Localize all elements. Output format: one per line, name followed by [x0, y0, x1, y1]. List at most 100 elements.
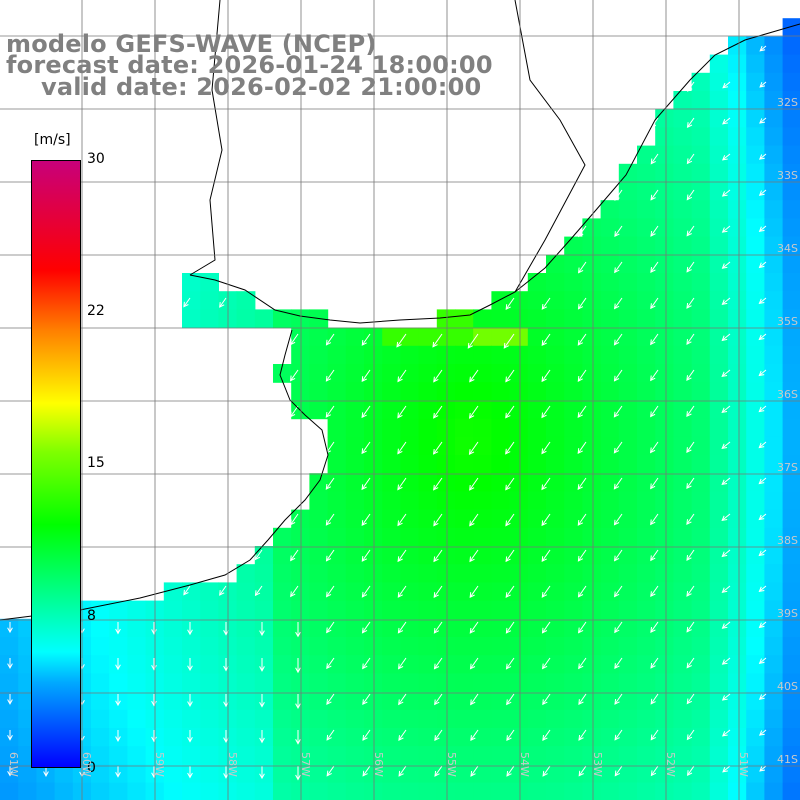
wind-arrow: [541, 369, 551, 383]
wind-cell: [418, 327, 438, 347]
wind-cell: [764, 364, 784, 383]
wind-cell: [600, 728, 620, 747]
wind-arrow: [398, 657, 407, 670]
wind-arrow: [686, 405, 695, 418]
wind-arrow: [295, 730, 301, 745]
wind-cell: [691, 782, 711, 800]
wind-cell: [600, 200, 620, 219]
wind-arrow: [183, 585, 191, 596]
wind-cell: [655, 200, 674, 219]
wind-cell: [400, 455, 420, 474]
wind-cell: [618, 236, 638, 256]
wind-cell: [728, 746, 747, 765]
wind-cell: [345, 782, 365, 800]
wind-cell: [400, 655, 420, 674]
wind-arrow: [362, 765, 371, 777]
wind-arrow: [650, 369, 659, 382]
wind-arrow: [758, 225, 767, 232]
wind-cell: [691, 182, 711, 201]
wind-cell: [418, 782, 438, 800]
wind-cell: [709, 91, 729, 110]
wind-cell: [618, 600, 638, 620]
wind-cell: [637, 564, 656, 583]
wind-cell: [236, 746, 256, 765]
wind-cell: [655, 709, 674, 729]
wind-cell: [364, 546, 383, 565]
wind-arrow: [578, 225, 587, 238]
wind-arrow: [397, 549, 407, 563]
wind-cell: [655, 491, 674, 511]
wind-arrow: [758, 189, 767, 196]
wind-cell: [564, 527, 583, 547]
wind-cell: [782, 218, 800, 238]
wind-cell: [364, 455, 383, 474]
wind-cell: [345, 436, 365, 456]
wind-cell: [200, 709, 219, 729]
wind-cell: [618, 400, 638, 420]
wind-cell: [109, 673, 128, 693]
wind-cell: [709, 127, 729, 147]
wind-arrow: [503, 333, 515, 349]
wind-cell: [455, 728, 474, 747]
wind-cell: [436, 618, 456, 638]
wind-cell: [109, 618, 128, 638]
wind-cell: [491, 655, 511, 674]
wind-cell: [600, 618, 620, 638]
wind-cell: [364, 327, 383, 347]
wind-cell: [728, 455, 747, 474]
wind-cell: [655, 546, 674, 565]
wind-arrow: [721, 153, 731, 161]
wind-cell: [782, 345, 800, 365]
wind-arrow: [325, 369, 335, 382]
wind-cell: [728, 655, 747, 674]
wind-cell: [382, 655, 401, 674]
wind-cell: [746, 564, 765, 583]
wind-cell: [673, 509, 693, 529]
wind-cell: [782, 509, 800, 529]
wind-cell: [509, 509, 529, 529]
wind-cell: [382, 491, 401, 511]
wind-cell: [364, 418, 383, 438]
wind-cell: [764, 400, 784, 420]
wind-cell: [655, 345, 674, 365]
wind-cell: [345, 455, 365, 474]
wind-cell: [655, 509, 674, 529]
wind-cell: [491, 491, 511, 511]
wind-cell: [273, 564, 292, 583]
wind-cell: [709, 473, 729, 492]
wind-cell: [491, 527, 511, 547]
wind-cell: [728, 436, 747, 456]
wind-arrow: [467, 333, 479, 349]
wind-arrow: [541, 585, 551, 598]
wind-cell: [436, 400, 456, 420]
wind-arrow: [541, 621, 551, 634]
wind-cell: [491, 637, 511, 656]
wind-cell: [345, 400, 365, 420]
wind-cell: [382, 673, 401, 693]
wind-cell: [473, 746, 492, 765]
wind-cell: [691, 236, 711, 256]
wind-cell: [0, 728, 19, 747]
wind-cell: [91, 782, 110, 800]
wind-cell: [345, 546, 365, 565]
wind-cell: [564, 655, 583, 674]
wind-arrow: [433, 585, 443, 599]
wind-cell: [655, 309, 674, 329]
wind-cell: [746, 200, 765, 219]
wind-arrow: [650, 729, 659, 741]
wind-cell: [382, 473, 401, 492]
wind-cell: [764, 455, 784, 474]
valid-date: valid date: 2026-02-02 21:00:00: [41, 73, 482, 101]
wind-arrow: [541, 477, 551, 491]
wind-cell: [618, 327, 638, 347]
wind-cell: [327, 527, 347, 547]
wind-cell: [182, 582, 201, 602]
wind-cell: [345, 509, 365, 529]
wind-cell: [600, 273, 620, 292]
wind-cell: [455, 618, 474, 638]
wind-cell: [546, 764, 565, 784]
wind-cell: [382, 746, 401, 765]
wind-cell: [400, 509, 420, 529]
wind-cell: [345, 691, 365, 711]
wind-cell: [546, 473, 565, 492]
